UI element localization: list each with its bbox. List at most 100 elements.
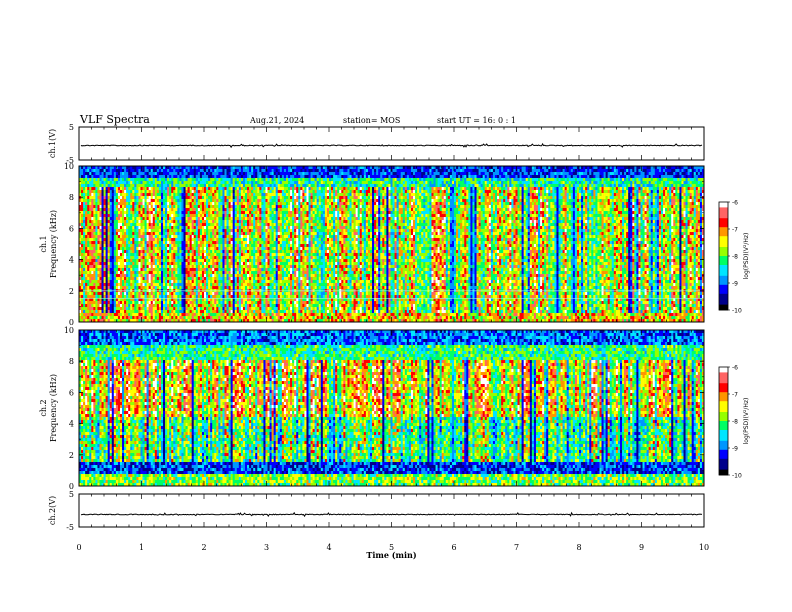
spectrogram-cell: [142, 223, 145, 227]
spectrogram-cell: [99, 223, 102, 227]
spectrogram-cell: [208, 178, 211, 182]
spectrogram-cell: [160, 205, 164, 209]
spectrogram-cell: [204, 247, 207, 251]
spectrogram-cell: [220, 292, 223, 296]
spectrogram-cell: [242, 205, 246, 209]
spectrogram-cell: [210, 256, 213, 260]
spectrogram-cell: [257, 277, 260, 281]
spectrogram-cell: [95, 199, 98, 203]
spectrogram-cell: [101, 271, 104, 275]
spectrogram-cell: [146, 250, 149, 254]
spectrogram-cell: [267, 271, 270, 275]
spectrogram-cell: [158, 202, 162, 206]
spectrogram-cell: [158, 277, 162, 281]
spectrogram-cell: [195, 283, 199, 287]
spectrogram-cell: [160, 193, 164, 197]
spectrogram-cell: [177, 220, 180, 224]
spectrogram-cell: [130, 277, 133, 281]
spectrogram-cell: [228, 196, 231, 200]
spectrogram-cell: [179, 310, 182, 314]
spectrogram-cell: [251, 211, 254, 215]
spectrogram-cell: [244, 193, 248, 197]
spectrogram-cell: [146, 202, 149, 206]
spectrogram-cell: [81, 256, 84, 260]
spectrogram-cell: [122, 313, 125, 317]
spectrogram-cell: [216, 187, 219, 191]
spectrogram-cell: [111, 193, 115, 197]
spectrogram-cell: [163, 229, 166, 233]
spectrogram-cell: [210, 172, 213, 176]
spectrogram-cell: [240, 223, 244, 227]
spectrogram-cell: [195, 241, 199, 245]
spectrogram-cell: [263, 307, 266, 311]
spectrogram-cell: [218, 217, 221, 221]
spectrogram-cell: [152, 304, 156, 308]
spectrogram-cell: [242, 238, 246, 242]
spectrogram-cell: [156, 208, 160, 212]
spectrogram-cell: [144, 187, 147, 191]
spectrogram-cell: [263, 244, 266, 248]
spectrogram-cell: [204, 208, 207, 212]
spectrogram-cell: [111, 286, 115, 290]
spectrogram-cell: [179, 226, 182, 230]
spectrogram-cell: [140, 268, 143, 272]
spectrogram-cell: [187, 175, 190, 179]
spectrogram-cell: [117, 241, 121, 245]
spectrogram-cell: [136, 286, 139, 290]
spectrogram-cell: [97, 169, 100, 173]
spectrogram-cell: [93, 211, 96, 215]
spectrogram-cell: [253, 223, 256, 227]
spectrogram-cell: [259, 253, 262, 257]
spectrogram-cell: [150, 262, 154, 266]
spectrogram-cell: [199, 310, 203, 314]
spectrogram-cell: [230, 241, 233, 245]
spectrogram-cell: [263, 253, 266, 257]
spectrogram-cell: [212, 295, 215, 299]
spectrogram-cell: [146, 241, 149, 245]
spectrogram-cell: [79, 274, 82, 278]
spectrogram-cell: [175, 277, 178, 281]
spectrogram-cell: [158, 265, 162, 269]
spectrogram-cell: [265, 256, 268, 260]
spectrogram-cell: [230, 220, 233, 224]
spectrogram-cell: [173, 214, 176, 218]
spectrogram-cell: [138, 304, 141, 308]
spectrogram-cell: [267, 175, 270, 179]
spectrogram-cell: [244, 319, 248, 323]
spectrogram-cell: [253, 307, 256, 311]
spectrogram-cell: [169, 271, 172, 275]
spectrogram-cell: [93, 304, 96, 308]
spectrogram-cell: [238, 247, 242, 251]
spectrogram-cell: [167, 298, 170, 302]
spectrogram-cell: [167, 280, 170, 284]
spectrogram-cell: [130, 244, 133, 248]
spectrogram-cell: [218, 274, 221, 278]
spectrogram-cell: [105, 277, 108, 281]
spectrogram-cell: [167, 313, 170, 317]
spectrogram-cell: [244, 235, 248, 239]
spectrogram-cell: [83, 259, 86, 263]
spectrogram-cell: [128, 220, 131, 224]
spectrogram-cell: [234, 205, 238, 209]
spectrogram-cell: [265, 286, 268, 290]
spectrogram-cell: [93, 217, 96, 221]
spectrogram-cell: [181, 259, 184, 263]
spectrogram-cell: [261, 190, 264, 194]
spectrogram-cell: [208, 262, 211, 266]
spectrogram-cell: [193, 223, 197, 227]
spectrogram-cell: [85, 265, 88, 269]
spectrogram-cell: [83, 286, 86, 290]
spectrogram-cell: [113, 169, 117, 173]
spectrogram-cell: [140, 226, 143, 230]
spectrogram-cell: [95, 256, 98, 260]
spectrogram-cell: [142, 232, 145, 236]
spectrogram-cell: [97, 268, 100, 272]
spectrogram-cell: [183, 181, 186, 185]
spectrogram-cell: [115, 277, 119, 281]
spectrogram-cell: [212, 250, 215, 254]
spectrogram-cell: [169, 217, 172, 221]
spectrogram-cell: [261, 235, 264, 239]
spectrogram-cell: [138, 211, 141, 215]
spectrogram-cell: [150, 307, 154, 311]
spectrogram-cell: [142, 172, 145, 176]
